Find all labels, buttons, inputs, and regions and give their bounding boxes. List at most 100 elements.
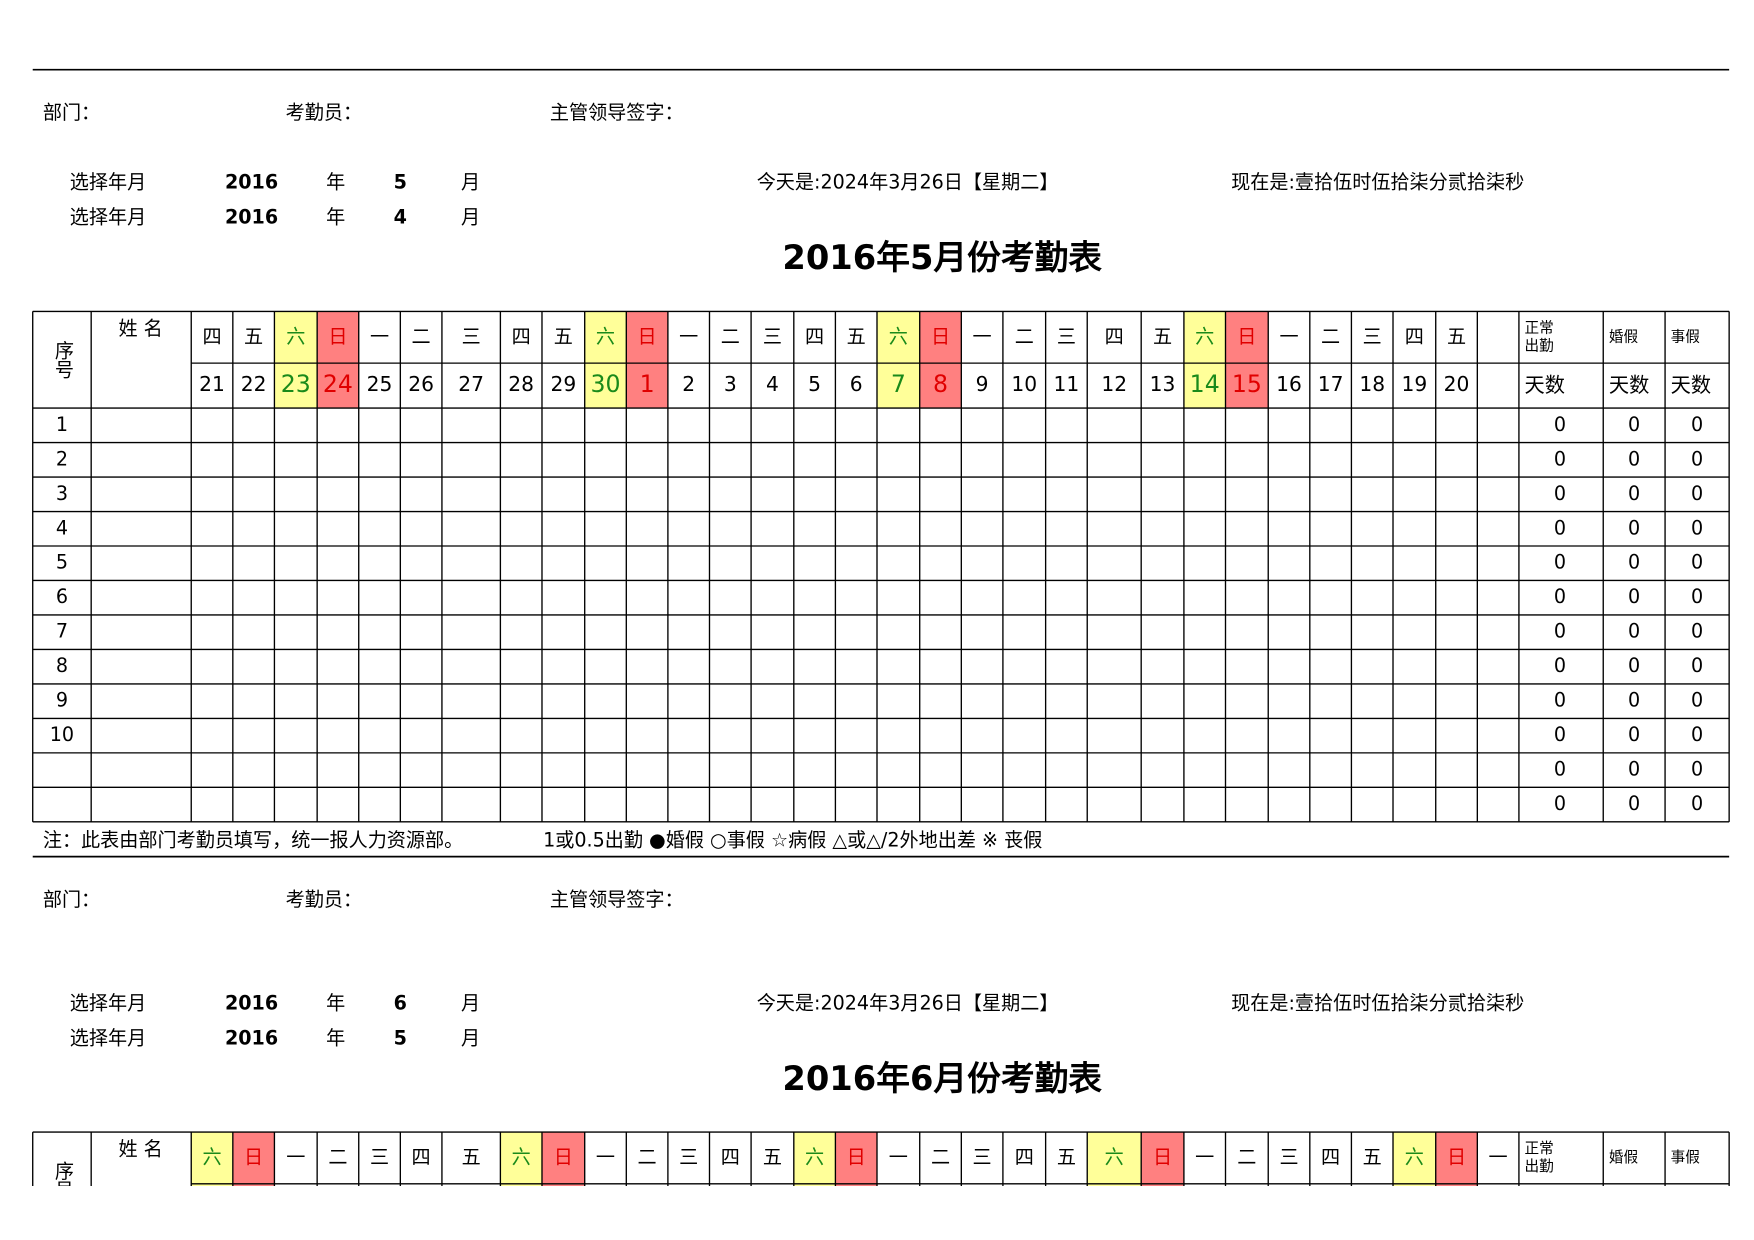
summary-value: 0 bbox=[1554, 723, 1566, 746]
weekday: 五 bbox=[462, 1145, 481, 1168]
day: 30 bbox=[590, 370, 620, 398]
select-month: 4 bbox=[394, 206, 407, 229]
summary-value: 0 bbox=[1554, 654, 1566, 677]
summary-value: 0 bbox=[1554, 689, 1566, 712]
day: 8 bbox=[933, 370, 948, 398]
now: 现在是:壹拾伍时伍拾柒分贰拾柒秒 bbox=[1231, 171, 1524, 194]
day: 22 bbox=[241, 372, 267, 396]
weekend-fill bbox=[191, 1132, 233, 1187]
month-unit: 月 bbox=[461, 1026, 480, 1049]
weekend-fill bbox=[274, 311, 318, 409]
weekday: 二 bbox=[638, 1145, 657, 1168]
summary-value: 0 bbox=[1691, 792, 1703, 815]
select-year: 2016 bbox=[225, 171, 278, 194]
row-no: 9 bbox=[56, 689, 68, 712]
select-label: 选择年月 bbox=[70, 1026, 146, 1049]
weekday: 四 bbox=[202, 325, 221, 348]
weekend-fill bbox=[919, 311, 962, 409]
weekend-fill bbox=[1393, 1132, 1436, 1187]
weekday: 一 bbox=[596, 1145, 615, 1168]
row-no: 6 bbox=[56, 585, 68, 608]
summary-value: 0 bbox=[1628, 620, 1640, 643]
weekday: 二 bbox=[328, 1145, 347, 1168]
weekday: 六 bbox=[1195, 325, 1214, 348]
weekday: 三 bbox=[462, 325, 481, 348]
summary-value: 0 bbox=[1554, 620, 1566, 643]
weekday: 一 bbox=[286, 1145, 305, 1168]
weekday: 五 bbox=[1363, 1145, 1382, 1168]
summary-value: 0 bbox=[1628, 516, 1640, 539]
weekday: 二 bbox=[721, 325, 740, 348]
weekday: 日 bbox=[931, 325, 950, 348]
weekend-fill bbox=[317, 311, 359, 409]
today: 今天是:2024年3月26日【星期二】 bbox=[757, 991, 1059, 1014]
dept-label: 部门： bbox=[43, 888, 100, 911]
weekday: 五 bbox=[554, 325, 573, 348]
no-header: 序号 bbox=[51, 340, 74, 378]
weekday: 一 bbox=[1489, 1145, 1508, 1168]
select-year: 2016 bbox=[225, 206, 278, 229]
day: 11 bbox=[1054, 372, 1080, 396]
weekday: 三 bbox=[679, 1145, 698, 1168]
summary-value: 0 bbox=[1554, 482, 1566, 505]
now: 现在是:壹拾伍时伍拾柒分贰拾柒秒 bbox=[1231, 991, 1524, 1014]
summary-value: 0 bbox=[1691, 413, 1703, 436]
summary-value: 0 bbox=[1628, 447, 1640, 470]
dept-label: 部门： bbox=[43, 101, 100, 124]
weekday: 六 bbox=[805, 1145, 824, 1168]
today: 今天是:2024年3月26日【星期二】 bbox=[757, 171, 1059, 194]
weekday: 日 bbox=[847, 1145, 866, 1168]
day: 4 bbox=[766, 372, 779, 396]
summary-unit: 天数 bbox=[1609, 373, 1649, 397]
weekday: 三 bbox=[1279, 1145, 1298, 1168]
row-no: 10 bbox=[50, 723, 74, 746]
weekend-fill bbox=[1225, 311, 1269, 409]
row-no: 2 bbox=[56, 447, 68, 470]
weekday: 六 bbox=[889, 325, 908, 348]
day: 26 bbox=[408, 372, 434, 396]
weekday: 五 bbox=[244, 325, 263, 348]
row-no: 8 bbox=[56, 654, 68, 677]
day: 1 bbox=[640, 370, 655, 398]
weekday: 四 bbox=[1321, 1145, 1340, 1168]
weekday: 三 bbox=[1363, 325, 1382, 348]
weekend-fill bbox=[500, 1132, 542, 1187]
clerk-label: 考勤员： bbox=[286, 101, 362, 124]
weekday: 六 bbox=[286, 325, 305, 348]
month-unit: 月 bbox=[461, 171, 480, 194]
summary-value: 0 bbox=[1554, 758, 1566, 781]
weekday: 六 bbox=[1405, 1145, 1424, 1168]
select-month: 6 bbox=[394, 991, 407, 1014]
year-unit: 年 bbox=[326, 1026, 345, 1049]
weekend-fill bbox=[793, 1132, 836, 1187]
year-unit: 年 bbox=[326, 171, 345, 194]
weekday: 六 bbox=[202, 1145, 221, 1168]
row-no: 5 bbox=[56, 551, 68, 574]
day: 15 bbox=[1232, 370, 1262, 398]
summary-header: 婚假 bbox=[1609, 1149, 1639, 1166]
summary-unit: 天数 bbox=[1671, 373, 1711, 397]
weekday: 一 bbox=[1279, 325, 1298, 348]
row-no: 7 bbox=[56, 620, 68, 643]
summary-header: 正常出勤 bbox=[1525, 319, 1554, 354]
weekday: 日 bbox=[638, 325, 657, 348]
row-no: 3 bbox=[56, 482, 68, 505]
select-label: 选择年月 bbox=[70, 171, 146, 194]
weekday: 五 bbox=[1057, 1145, 1076, 1168]
summary-value: 0 bbox=[1628, 654, 1640, 677]
summary-value: 0 bbox=[1691, 482, 1703, 505]
summary-unit: 天数 bbox=[1525, 373, 1565, 397]
select-month: 5 bbox=[394, 171, 407, 194]
summary-value: 0 bbox=[1691, 758, 1703, 781]
leader-label: 主管领导签字： bbox=[550, 101, 684, 124]
day: 25 bbox=[367, 372, 393, 396]
summary-value: 0 bbox=[1554, 551, 1566, 574]
weekday: 三 bbox=[763, 325, 782, 348]
summary-header: 正常出勤 bbox=[1525, 1140, 1554, 1175]
weekday: 一 bbox=[973, 325, 992, 348]
day: 23 bbox=[281, 370, 311, 398]
day: 29 bbox=[550, 372, 576, 396]
day: 24 bbox=[323, 370, 353, 398]
